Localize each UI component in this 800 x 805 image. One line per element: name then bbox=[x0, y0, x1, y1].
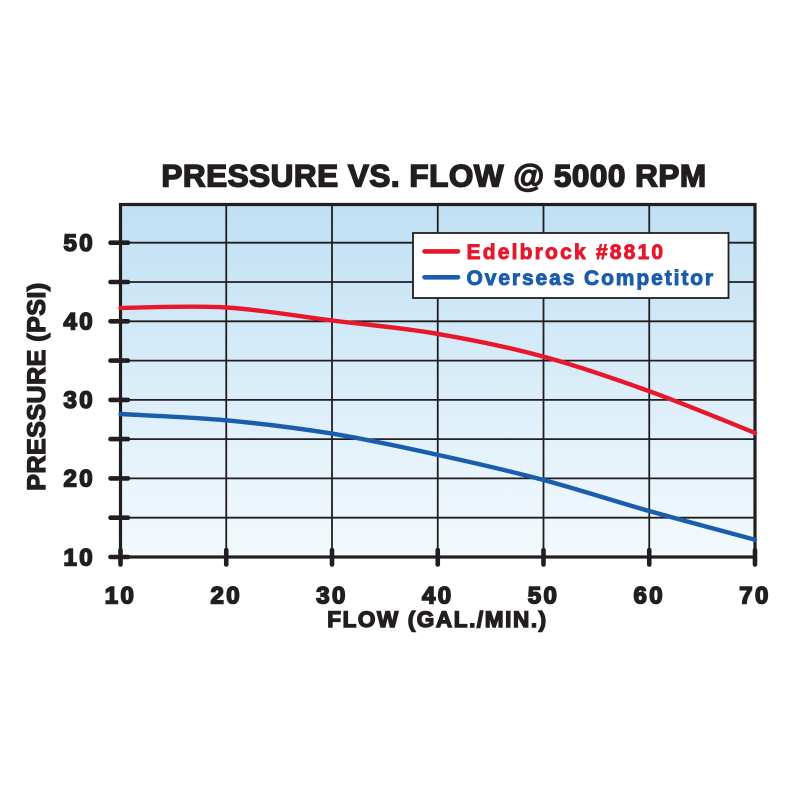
svg-text:60: 60 bbox=[634, 583, 666, 610]
svg-text:10: 10 bbox=[64, 544, 96, 571]
svg-text:40: 40 bbox=[64, 309, 96, 336]
svg-text:20: 20 bbox=[211, 583, 243, 610]
svg-text:PRESSURE (PSI): PRESSURE (PSI) bbox=[23, 282, 51, 490]
svg-text:FLOW (GAL./MIN.): FLOW (GAL./MIN.) bbox=[327, 607, 548, 632]
svg-text:Overseas Competitor: Overseas Competitor bbox=[467, 267, 716, 290]
svg-text:70: 70 bbox=[739, 583, 771, 610]
svg-text:40: 40 bbox=[422, 583, 454, 610]
svg-text:20: 20 bbox=[64, 466, 96, 493]
svg-text:10: 10 bbox=[105, 583, 137, 610]
svg-text:Edelbrock #8810: Edelbrock #8810 bbox=[467, 241, 666, 264]
svg-text:50: 50 bbox=[64, 230, 96, 257]
svg-text:30: 30 bbox=[64, 387, 96, 414]
svg-text:PRESSURE VS. FLOW @ 5000 RPM: PRESSURE VS. FLOW @ 5000 RPM bbox=[161, 158, 706, 194]
svg-text:50: 50 bbox=[528, 583, 560, 610]
svg-text:30: 30 bbox=[316, 583, 348, 610]
